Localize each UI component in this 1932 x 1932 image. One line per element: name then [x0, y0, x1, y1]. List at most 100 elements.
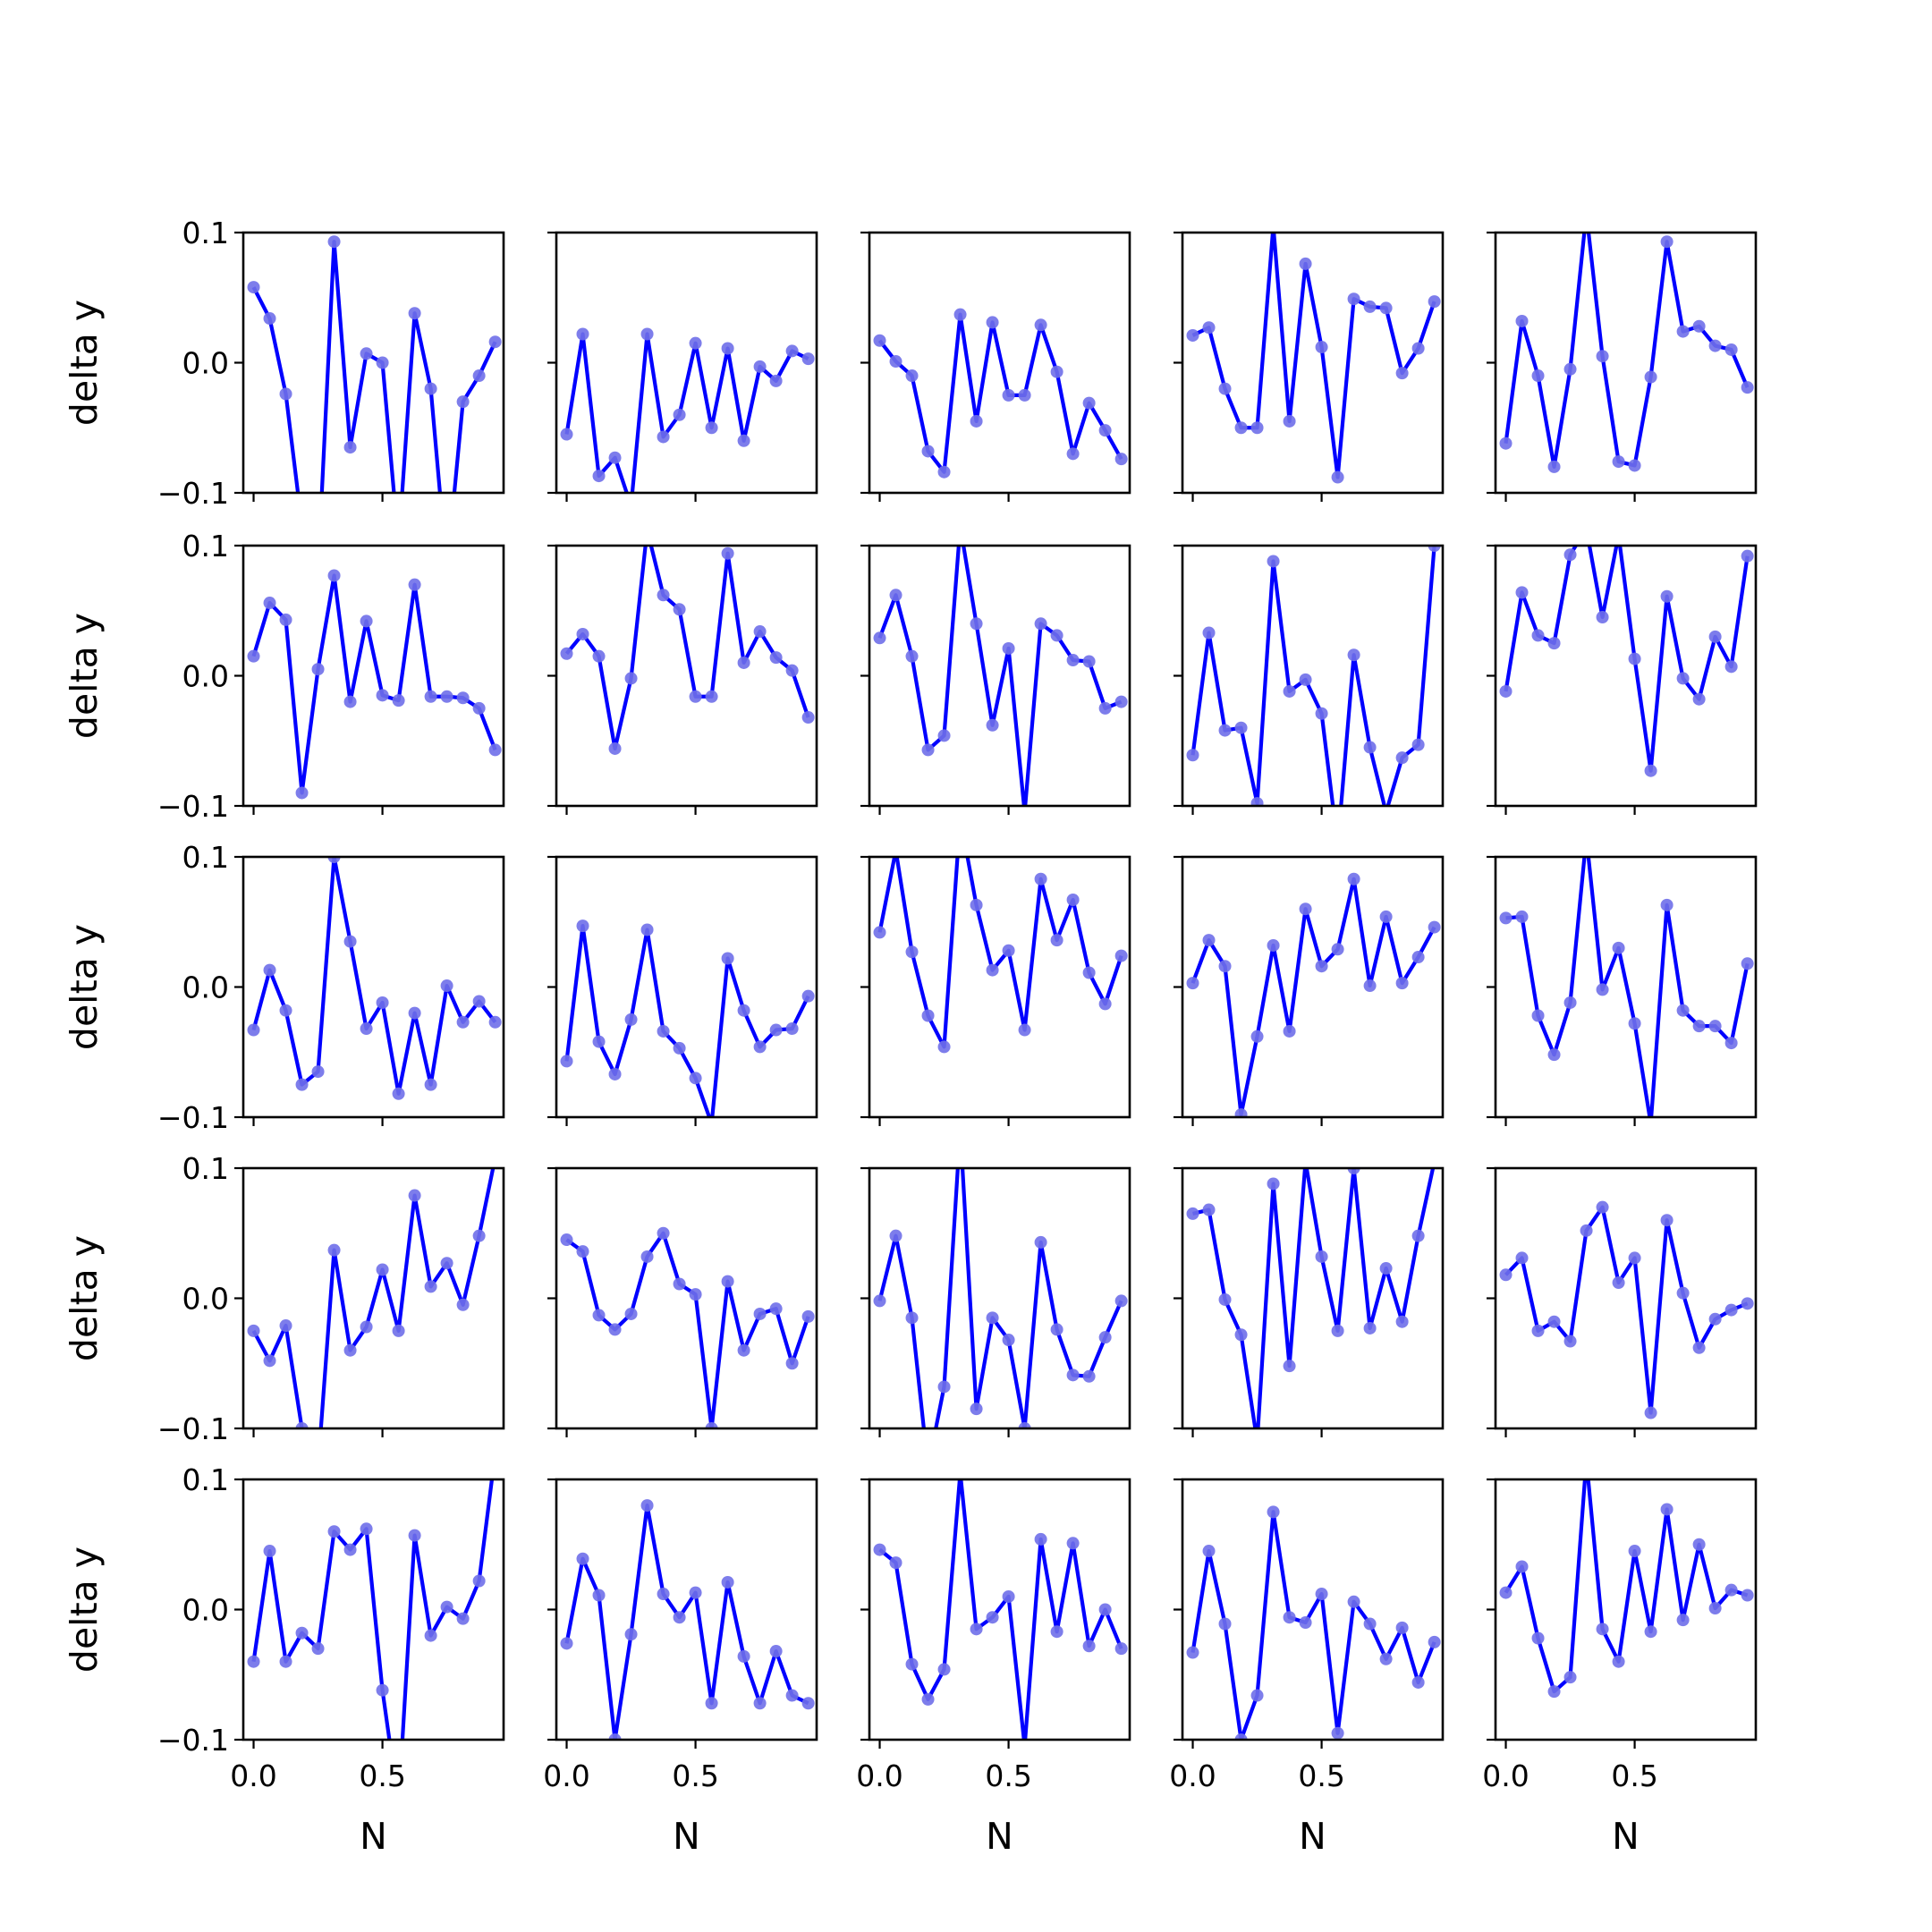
data-point: [1395, 751, 1409, 765]
data-point: [295, 1626, 309, 1640]
data-point: [1098, 1603, 1112, 1616]
data-point: [1050, 1323, 1063, 1336]
subplot-r3-c2: [860, 1166, 1131, 1437]
data-point: [753, 625, 767, 639]
series-group: [1186, 1168, 1436, 1428]
data-point: [1644, 1406, 1657, 1419]
data-point: [1499, 436, 1513, 450]
data-point: [592, 1589, 606, 1602]
data-point: [576, 919, 589, 933]
data-point: [705, 1697, 718, 1710]
data-point: [1612, 1276, 1625, 1290]
data-point: [1002, 388, 1015, 402]
x-axis-label: N: [1299, 1815, 1326, 1858]
data-point: [1676, 1614, 1690, 1627]
subplot-r2-c1: [547, 855, 818, 1126]
y-tick-label: 0.1: [182, 1151, 229, 1186]
data-point: [753, 1307, 767, 1320]
data-point: [657, 430, 670, 444]
data-point: [1379, 1262, 1393, 1275]
series-group: [247, 569, 502, 800]
data-point: [1428, 546, 1441, 552]
data-point: [376, 356, 389, 369]
data-point: [1114, 949, 1128, 962]
subplot-r3-c3: [1174, 1166, 1445, 1437]
series-group: [1499, 546, 1754, 777]
y-tick-label: 0.0: [182, 346, 229, 381]
series-group: [560, 1499, 815, 1740]
data-point: [343, 935, 357, 948]
data-point: [970, 898, 983, 911]
series-group: [560, 327, 815, 493]
data-point: [1202, 321, 1216, 335]
subplot-r0-c1: [547, 231, 818, 502]
series-line: [251, 857, 497, 1096]
data-point: [1547, 1048, 1561, 1062]
data-point: [1315, 1588, 1328, 1601]
data-point: [1114, 453, 1128, 466]
x-tick-label: 0.0: [230, 1758, 276, 1793]
data-point: [1724, 660, 1738, 674]
data-point: [1315, 1250, 1328, 1263]
data-point: [769, 1645, 783, 1658]
x-tick-label: 0.0: [1169, 1758, 1216, 1793]
data-point: [1515, 1251, 1529, 1265]
data-point: [592, 470, 606, 483]
subplot-r3-c0: −0.1 0.0 0.1 delta y: [63, 1151, 505, 1446]
x-axis-label: N: [360, 1815, 387, 1858]
data-point: [327, 1243, 341, 1257]
data-point: [1082, 655, 1096, 668]
data-point: [247, 649, 260, 663]
subplot-r2-c2: [860, 855, 1131, 1126]
data-point: [488, 1015, 502, 1029]
data-point: [424, 382, 437, 395]
data-point: [1708, 339, 1722, 352]
data-point: [247, 281, 260, 294]
data-point: [1612, 455, 1625, 469]
data-point: [1299, 257, 1312, 270]
data-point: [1050, 1625, 1063, 1639]
data-point: [1428, 1635, 1441, 1648]
series-line: [251, 1479, 495, 1740]
data-point: [1283, 1611, 1296, 1624]
data-point: [560, 1233, 573, 1247]
data-point: [705, 690, 718, 703]
data-point: [1596, 1200, 1609, 1214]
data-point: [1724, 1583, 1738, 1597]
data-point: [785, 664, 799, 677]
data-point: [986, 718, 999, 732]
data-point: [263, 597, 276, 610]
data-point: [689, 690, 702, 703]
data-point: [472, 369, 486, 383]
subplot-r1-c2: [860, 544, 1131, 815]
data-point: [408, 1006, 421, 1020]
data-point: [1741, 1297, 1754, 1310]
data-point: [785, 344, 799, 358]
data-point: [472, 1229, 486, 1242]
series-group: [560, 919, 815, 1117]
data-point: [1660, 1214, 1674, 1227]
data-point: [1082, 1640, 1096, 1653]
data-point: [673, 603, 686, 616]
data-point: [1034, 617, 1047, 631]
data-point: [560, 647, 573, 660]
data-point: [1315, 707, 1328, 720]
y-tick-label: 0.1: [182, 1462, 229, 1497]
data-point: [1098, 997, 1112, 1011]
data-point: [1660, 589, 1674, 603]
data-point: [1395, 1621, 1409, 1634]
y-tick-label: −0.1: [157, 789, 229, 824]
data-point: [1218, 382, 1232, 395]
series-line: [564, 332, 809, 493]
data-point: [1395, 977, 1409, 990]
data-point: [1379, 910, 1393, 923]
data-point: [769, 1302, 783, 1316]
data-point: [937, 1663, 951, 1676]
data-point: [1331, 470, 1344, 484]
series-group: [873, 1479, 1128, 1740]
y-tick-label: −0.1: [157, 1100, 229, 1135]
data-point: [440, 690, 453, 703]
